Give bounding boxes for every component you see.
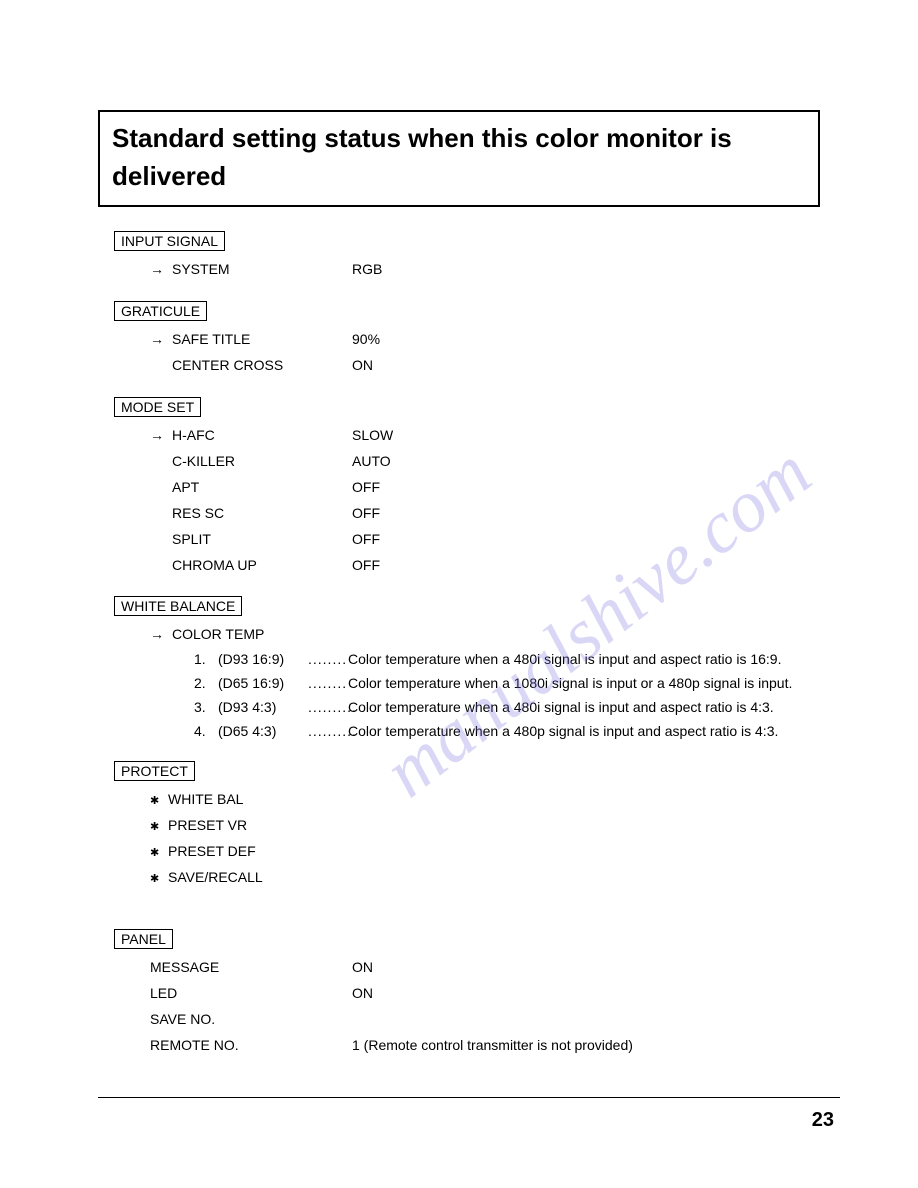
setting-value: 1 (Remote control transmitter is not pro… [352,1033,820,1059]
item-code: (D65 16:9) [218,672,308,696]
setting-label: H-AFC [172,423,352,449]
setting-label: SAVE NO. [150,1007,352,1033]
setting-label: C-KILLER [172,449,352,475]
setting-value: ON [352,981,820,1007]
title-box: Standard setting status when this color … [98,110,820,207]
horizontal-rule [98,1097,840,1098]
item-dots: .......... [308,696,348,720]
setting-value: AUTO [352,449,820,475]
page-number: 23 [812,1109,834,1132]
item-description: Color temperature when a 480i signal is … [348,648,820,672]
section-heading-panel: PANEL [114,929,173,949]
item-label: PRESET VR [168,813,247,839]
setting-row: APT OFF [150,475,820,501]
setting-label: CENTER CROSS [172,353,352,379]
asterisk-icon [150,787,168,813]
section-panel: PANEL MESSAGE ON LED ON SAVE NO. REMOTE … [98,929,820,1059]
asterisk-icon [150,813,168,839]
setting-label: REMOTE NO. [150,1033,352,1059]
item-label: SAVE/RECALL [168,865,263,891]
setting-label: LED [150,981,352,1007]
setting-value: OFF [352,553,820,579]
list-item: SAVE/RECALL [150,865,820,891]
item-dots: ........ [308,648,348,672]
arrow-icon [150,257,172,283]
setting-row: CHROMA UP OFF [150,553,820,579]
list-item: 2. (D65 16:9) ........ Color temperature… [194,672,820,696]
setting-row: REMOTE NO. 1 (Remote control transmitter… [150,1033,820,1059]
list-item: 1. (D93 16:9) ........ Color temperature… [194,648,820,672]
setting-label: APT [172,475,352,501]
item-description: Color temperature when a 1080i signal is… [348,672,820,696]
list-item: PRESET DEF [150,839,820,865]
arrow-icon [150,423,172,449]
setting-row: SAFE TITLE 90% [150,327,820,353]
list-item: 4. (D65 4:3) .......... Color temperatur… [194,720,820,744]
setting-value: SLOW [352,423,820,449]
section-protect: PROTECT WHITE BAL PRESET VR PRESET DEF S… [98,761,820,891]
section-heading-input-signal: INPUT SIGNAL [114,231,225,251]
setting-row: SPLIT OFF [150,527,820,553]
item-description: Color temperature when a 480i signal is … [348,696,820,720]
setting-label: SAFE TITLE [172,327,352,353]
setting-value: OFF [352,527,820,553]
item-code: (D65 4:3) [218,720,308,744]
page-title: Standard setting status when this color … [112,120,806,195]
list-item: WHITE BAL [150,787,820,813]
item-number: 2. [194,672,218,696]
setting-value: ON [352,955,820,981]
section-heading-mode-set: MODE SET [114,397,201,417]
setting-row: H-AFC SLOW [150,423,820,449]
asterisk-icon [150,839,168,865]
item-number: 4. [194,720,218,744]
setting-label: RES SC [172,501,352,527]
setting-row: RES SC OFF [150,501,820,527]
setting-row: SAVE NO. [150,1007,820,1033]
setting-row: MESSAGE ON [150,955,820,981]
setting-label: COLOR TEMP [172,622,352,648]
setting-label: CHROMA UP [172,553,352,579]
setting-value: OFF [352,501,820,527]
setting-row: C-KILLER AUTO [150,449,820,475]
asterisk-icon [150,865,168,891]
section-heading-protect: PROTECT [114,761,195,781]
item-number: 1. [194,648,218,672]
setting-value: ON [352,353,820,379]
setting-row: COLOR TEMP [150,622,820,648]
item-number: 3. [194,696,218,720]
arrow-icon [150,327,172,353]
section-heading-graticule: GRATICULE [114,301,207,321]
setting-label: SYSTEM [172,257,352,283]
setting-row: LED ON [150,981,820,1007]
item-label: WHITE BAL [168,787,243,813]
item-description: Color temperature when a 480p signal is … [348,720,820,744]
setting-value: RGB [352,257,820,283]
list-item: PRESET VR [150,813,820,839]
item-label: PRESET DEF [168,839,256,865]
list-item: 3. (D93 4:3) .......... Color temperatur… [194,696,820,720]
item-dots: .......... [308,720,348,744]
item-dots: ........ [308,672,348,696]
section-graticule: GRATICULE SAFE TITLE 90% CENTER CROSS ON [98,301,820,379]
setting-value: OFF [352,475,820,501]
setting-value: 90% [352,327,820,353]
section-input-signal: INPUT SIGNAL SYSTEM RGB [98,231,820,283]
section-mode-set: MODE SET H-AFC SLOW C-KILLER AUTO APT OF… [98,397,820,578]
setting-row: SYSTEM RGB [150,257,820,283]
setting-label: MESSAGE [150,955,352,981]
setting-label: SPLIT [172,527,352,553]
section-heading-white-balance: WHITE BALANCE [114,596,242,616]
item-code: (D93 4:3) [218,696,308,720]
item-code: (D93 16:9) [218,648,308,672]
arrow-icon [150,622,172,648]
section-white-balance: WHITE BALANCE COLOR TEMP 1. (D93 16:9) .… [98,596,820,743]
setting-row: CENTER CROSS ON [150,353,820,379]
